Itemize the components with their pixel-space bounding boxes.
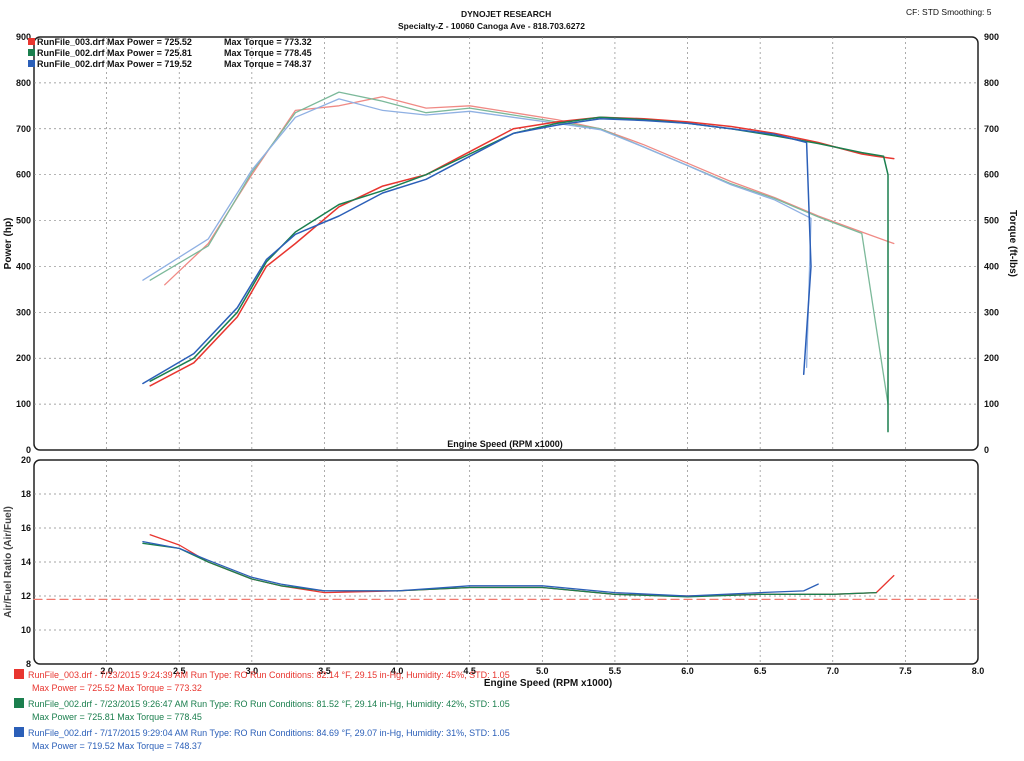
run-info-max: Max Power = 725.52 Max Torque = 773.32 — [32, 683, 202, 693]
afr-tick-label: 10 — [21, 625, 31, 635]
top-legend-entry-1: RunFile_003.drf Max Power = 725.52 Max To… — [28, 37, 312, 47]
torque-series-line-3 — [142, 98, 812, 369]
x-tick-label: 2.0 — [100, 666, 113, 676]
power-tick-label: 200 — [16, 353, 31, 363]
legend-power: Max Power = 725.81 — [107, 48, 192, 58]
afr-tick-label: 14 — [21, 557, 31, 567]
top-legend-entry-2: RunFile_002.drf Max Power = 725.81 Max To… — [28, 48, 312, 58]
legend-torque: Max Torque = 748.37 — [224, 59, 312, 69]
legend-torque: Max Torque = 778.45 — [224, 48, 312, 58]
afr-tick-label: 16 — [21, 523, 31, 533]
x-tick-label: 5.0 — [536, 666, 549, 676]
torque-tick-label: 100 — [984, 399, 999, 409]
afr-tick-label: 8 — [26, 659, 31, 669]
legend-torque: Max Torque = 773.32 — [224, 37, 312, 47]
afr-series-line-4 — [142, 540, 819, 597]
run-info-details: RunFile_003.drf - 7/23/2015 9:24:39 AM R… — [28, 670, 510, 680]
top-legend-entry-3: RunFile_002.drf Max Power = 719.52 Max To… — [28, 59, 312, 69]
x-tick-label: 5.5 — [609, 666, 622, 676]
legend-file: RunFile_002.drf — [37, 59, 105, 69]
afr-tick-label: 12 — [21, 591, 31, 601]
power-y-axis-title: Power (hp) — [3, 218, 14, 270]
torque-series-line-2 — [149, 91, 889, 405]
power-x-axis-title: Engine Speed (RPM x1000) — [447, 439, 563, 449]
afr-tick-label: 18 — [21, 489, 31, 499]
power-tick-label: 900 — [16, 32, 31, 42]
x-tick-label: 4.0 — [391, 666, 404, 676]
torque-tick-label: 300 — [984, 307, 999, 317]
run-swatch — [14, 727, 24, 737]
power-tick-label: 100 — [16, 399, 31, 409]
power-series-line-1 — [149, 116, 895, 387]
power-tick-label: 300 — [16, 307, 31, 317]
x-tick-label: 6.5 — [754, 666, 767, 676]
power-tick-label: 700 — [16, 124, 31, 134]
power-panel-frame — [33, 36, 979, 451]
legend-power: Max Power = 725.52 — [107, 37, 192, 47]
torque-tick-label: 900 — [984, 32, 999, 42]
x-tick-label: 7.0 — [827, 666, 840, 676]
x-tick-label: 2.5 — [173, 666, 186, 676]
legend-power: Max Power = 719.52 — [107, 59, 192, 69]
x-tick-label: 3.0 — [246, 666, 259, 676]
torque-tick-label: 600 — [984, 170, 999, 180]
run-info-2: RunFile_002.drf - 7/23/2015 9:26:47 AM R… — [14, 698, 510, 724]
torque-series-line-1 — [164, 96, 895, 286]
x-tick-label: 7.5 — [899, 666, 912, 676]
run-swatch — [14, 698, 24, 708]
run-info-3: RunFile_002.drf - 7/17/2015 9:29:04 AM R… — [14, 727, 510, 753]
legend-swatch — [28, 49, 35, 56]
run-info-1: RunFile_003.drf - 7/23/2015 9:24:39 AM R… — [14, 669, 510, 695]
power-tick-label: 600 — [16, 170, 31, 180]
run-swatch — [14, 669, 24, 679]
torque-tick-label: 400 — [984, 261, 999, 271]
legend-swatch — [28, 38, 35, 45]
x-tick-label: 8.0 — [972, 666, 985, 676]
afr-y-axis-title: Air/Fuel Ratio (Air/Fuel) — [3, 506, 14, 618]
torque-tick-label: 0 — [984, 445, 989, 455]
run-info-max: Max Power = 725.81 Max Torque = 778.45 — [32, 712, 202, 722]
run-info-details: RunFile_002.drf - 7/17/2015 9:29:04 AM R… — [28, 728, 510, 738]
settings-label: CF: STD Smoothing: 5 — [906, 7, 992, 17]
chart-title: DYNOJET RESEARCH — [461, 9, 552, 19]
x-tick-label: 6.0 — [681, 666, 694, 676]
torque-tick-label: 200 — [984, 353, 999, 363]
x-tick-label: 4.5 — [463, 666, 476, 676]
torque-tick-label: 700 — [984, 124, 999, 134]
chart-subtitle: Specialty-Z - 10060 Canoga Ave - 818.703… — [398, 21, 585, 31]
afr-series-line-3 — [142, 542, 877, 598]
power-series-line-3 — [142, 117, 812, 385]
x-tick-label: 3.5 — [318, 666, 331, 676]
torque-tick-label: 800 — [984, 78, 999, 88]
legend-file: RunFile_002.drf — [37, 48, 105, 58]
power-tick-label: 0 — [26, 445, 31, 455]
torque-tick-label: 500 — [984, 216, 999, 226]
afr-x-axis-title: Engine Speed (RPM x1000) — [484, 678, 612, 689]
legend-swatch — [28, 60, 35, 67]
torque-y-axis-title: Torque (ft-lbs) — [1007, 210, 1018, 277]
power-tick-label: 400 — [16, 261, 31, 271]
power-tick-label: 500 — [16, 216, 31, 226]
run-info-max: Max Power = 719.52 Max Torque = 748.37 — [32, 741, 202, 751]
power-tick-label: 800 — [16, 78, 31, 88]
run-info-details: RunFile_002.drf - 7/23/2015 9:26:47 AM R… — [28, 699, 510, 709]
afr-tick-label: 20 — [21, 455, 31, 465]
legend-file: RunFile_003.drf — [37, 37, 105, 47]
